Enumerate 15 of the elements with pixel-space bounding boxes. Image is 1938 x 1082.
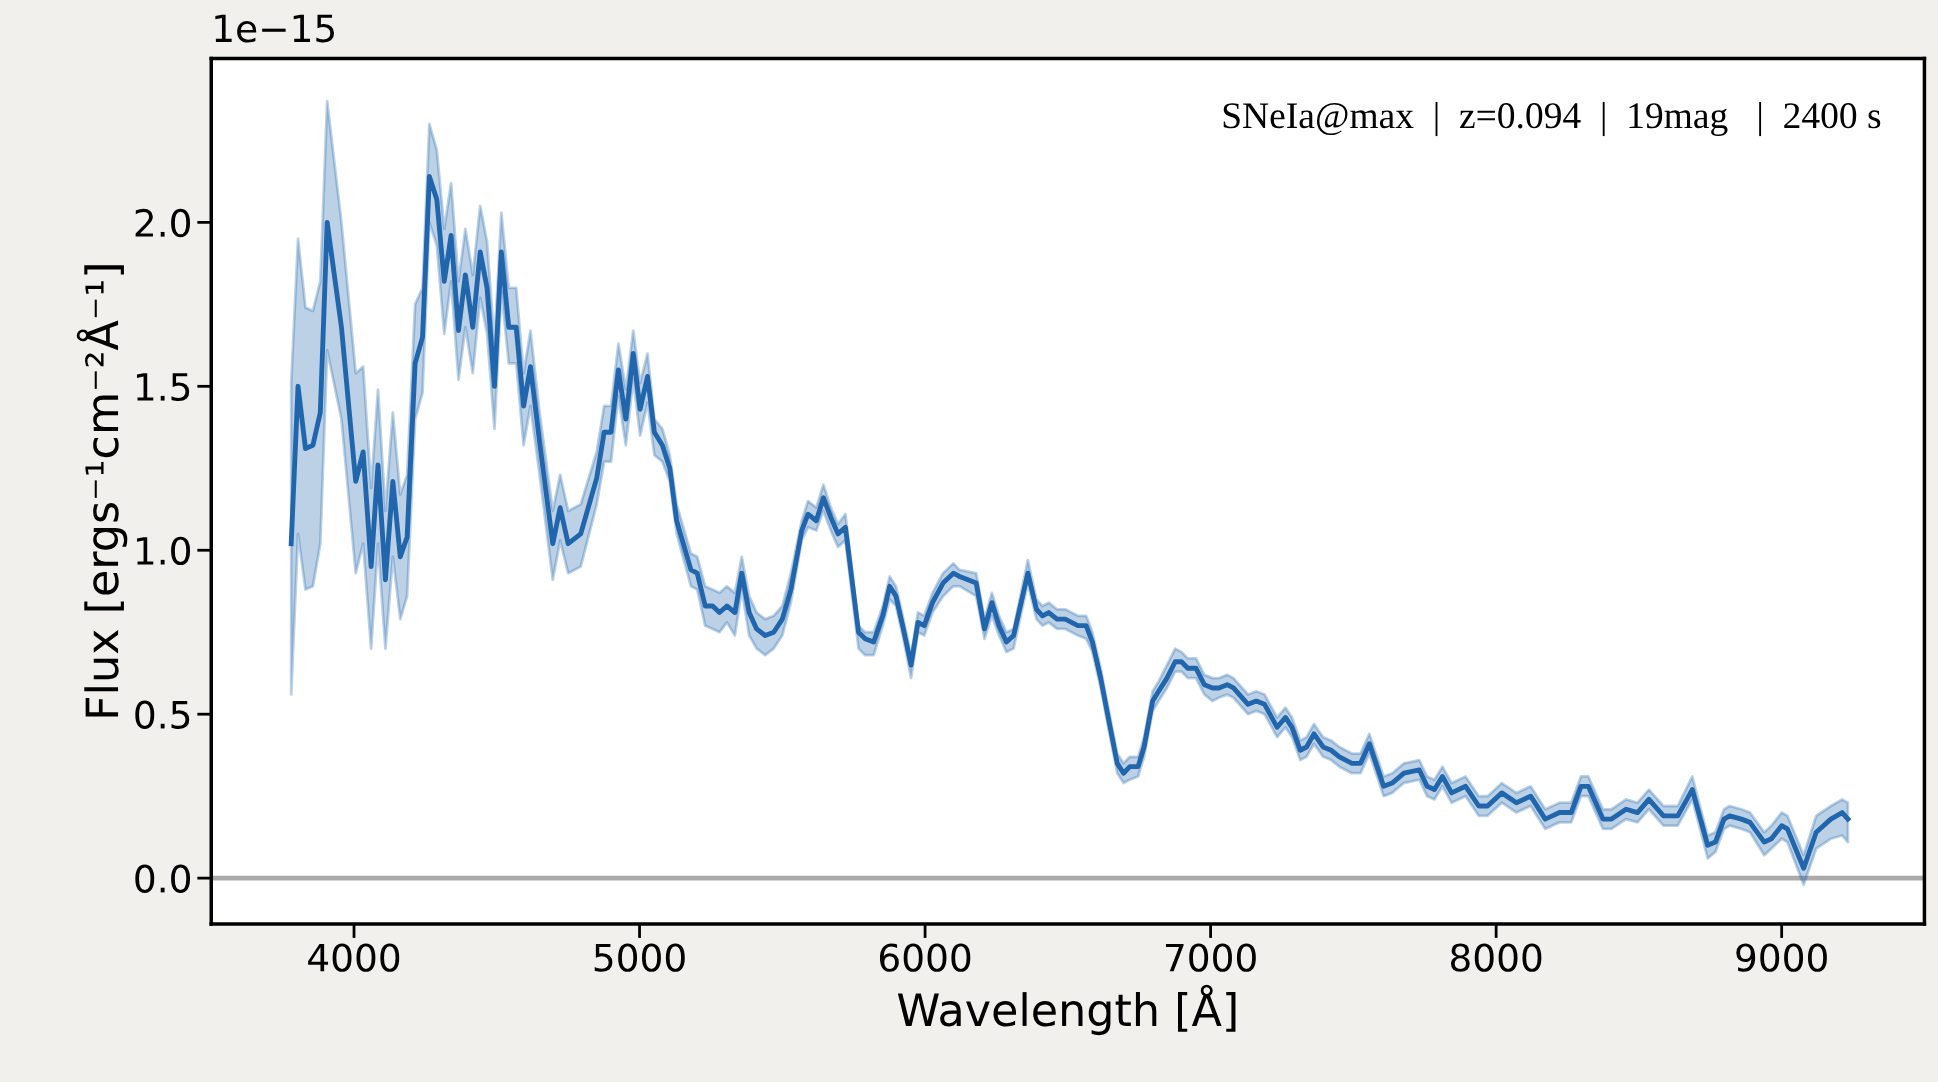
y-tick-label: 1.0 xyxy=(136,536,190,566)
y-tick-label: 0.0 xyxy=(135,864,190,893)
x-tick-label: 5000 xyxy=(594,943,685,972)
x-tick-label: 7000 xyxy=(1165,943,1256,972)
x-tick-label: 4000 xyxy=(308,943,400,972)
y-tick-label: 0.5 xyxy=(135,700,190,729)
x-tick-label: 9000 xyxy=(1736,943,1827,972)
x-axis-title: Wavelength [Å] xyxy=(897,984,1236,1036)
text: 1e−15 xyxy=(215,14,335,43)
x-tick-label: 8000 xyxy=(1450,943,1542,972)
y-axis-title: Flux [ergs⁻¹cm⁻²Å⁻¹] xyxy=(76,265,128,717)
x-tick-label: 6000 xyxy=(879,943,971,972)
y-tick-label: 2.0 xyxy=(135,208,190,238)
y-tick-label: 1.5 xyxy=(136,373,190,402)
annotation: SNeIa@max | z=0.094 | 19mag | 2400 s xyxy=(1223,101,1881,137)
